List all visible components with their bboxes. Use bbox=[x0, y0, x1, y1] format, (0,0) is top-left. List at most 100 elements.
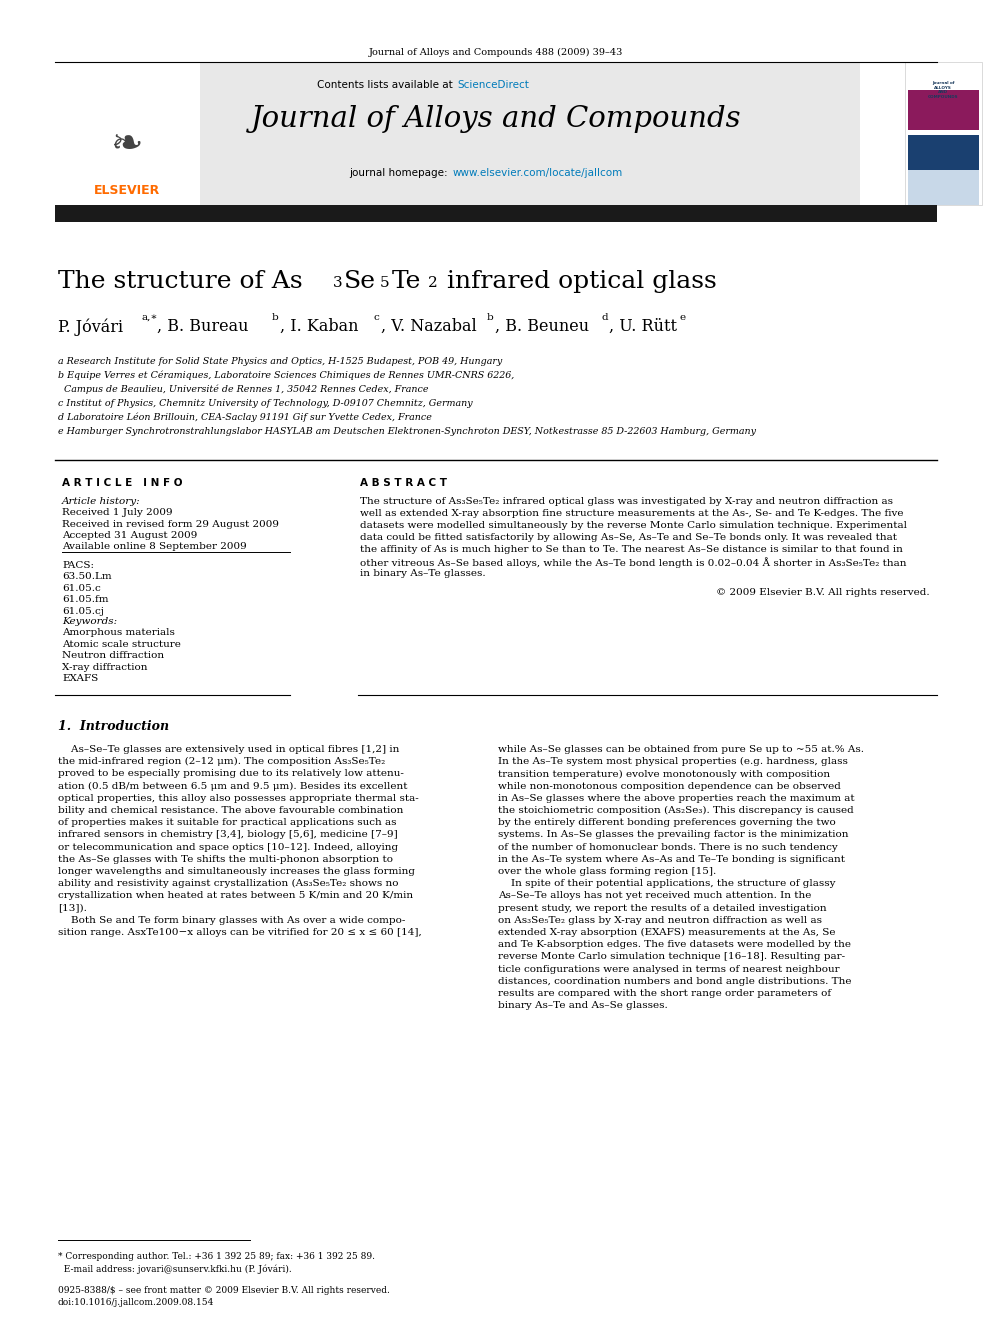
Text: while non-monotonous composition dependence can be observed: while non-monotonous composition depende… bbox=[498, 782, 841, 791]
Text: systems. In As–Se glasses the prevailing factor is the minimization: systems. In As–Se glasses the prevailing… bbox=[498, 831, 848, 839]
Text: The structure of As: The structure of As bbox=[58, 270, 303, 292]
Text: b: b bbox=[487, 314, 494, 321]
Text: 61.05.c: 61.05.c bbox=[62, 583, 101, 593]
Text: A R T I C L E   I N F O: A R T I C L E I N F O bbox=[62, 478, 183, 488]
Text: Available online 8 September 2009: Available online 8 September 2009 bbox=[62, 542, 247, 552]
Text: b Equipe Verres et Céramiques, Laboratoire Sciences Chimiques de Rennes UMR-CNRS: b Equipe Verres et Céramiques, Laboratoi… bbox=[58, 370, 514, 381]
Text: P. Jóvári: P. Jóvári bbox=[58, 318, 123, 336]
Text: , V. Nazabal: , V. Nazabal bbox=[381, 318, 477, 335]
Text: Se: Se bbox=[344, 270, 376, 292]
Text: X-ray diffraction: X-ray diffraction bbox=[62, 663, 148, 672]
Text: by the entirely different bonding preferences governing the two: by the entirely different bonding prefer… bbox=[498, 818, 835, 827]
Text: distances, coordination numbers and bond angle distributions. The: distances, coordination numbers and bond… bbox=[498, 976, 851, 986]
Text: proved to be especially promising due to its relatively low attenu-: proved to be especially promising due to… bbox=[58, 770, 404, 778]
Text: ability and resistivity against crystallization (As₃Se₅Te₂ shows no: ability and resistivity against crystall… bbox=[58, 880, 399, 888]
Text: The structure of As₃Se₅Te₂ infrared optical glass was investigated by X-ray and : The structure of As₃Se₅Te₂ infrared opti… bbox=[360, 497, 893, 505]
Text: Both Se and Te form binary glasses with As over a wide compo-: Both Se and Te form binary glasses with … bbox=[58, 916, 406, 925]
Text: d: d bbox=[601, 314, 608, 321]
Text: In spite of their potential applications, the structure of glassy: In spite of their potential applications… bbox=[498, 880, 835, 888]
Text: * Corresponding author. Tel.: +36 1 392 25 89; fax: +36 1 392 25 89.: * Corresponding author. Tel.: +36 1 392 … bbox=[58, 1252, 375, 1261]
Text: datasets were modelled simultaneously by the reverse Monte Carlo simulation tech: datasets were modelled simultaneously by… bbox=[360, 521, 907, 531]
Text: e Hamburger Synchrotronstrahlungslabor HASYLAB am Deutschen Elektronen-Synchroto: e Hamburger Synchrotronstrahlungslabor H… bbox=[58, 427, 756, 437]
Text: 1.  Introduction: 1. Introduction bbox=[58, 720, 169, 733]
Text: b: b bbox=[272, 314, 279, 321]
Text: 61.05.cj: 61.05.cj bbox=[62, 606, 104, 615]
Text: the mid-infrared region (2–12 μm). The composition As₃Se₅Te₂: the mid-infrared region (2–12 μm). The c… bbox=[58, 757, 385, 766]
Text: in binary As–Te glasses.: in binary As–Te glasses. bbox=[360, 569, 486, 578]
Text: the stoichiometric composition (As₂Se₃). This discrepancy is caused: the stoichiometric composition (As₂Se₃).… bbox=[498, 806, 854, 815]
Text: 5: 5 bbox=[380, 277, 390, 290]
Text: well as extended X-ray absorption fine structure measurements at the As-, Se- an: well as extended X-ray absorption fine s… bbox=[360, 509, 904, 519]
Text: and Te K-absorption edges. The five datasets were modelled by the: and Te K-absorption edges. The five data… bbox=[498, 941, 851, 949]
Text: Journal of Alloys and Compounds 488 (2009) 39–43: Journal of Alloys and Compounds 488 (200… bbox=[369, 48, 623, 57]
Text: doi:10.1016/j.jallcom.2009.08.154: doi:10.1016/j.jallcom.2009.08.154 bbox=[58, 1298, 214, 1307]
Text: a Research Institute for Solid State Physics and Optics, H-1525 Budapest, POB 49: a Research Institute for Solid State Phy… bbox=[58, 357, 502, 366]
Text: infrared sensors in chemistry [3,4], biology [5,6], medicine [7–9]: infrared sensors in chemistry [3,4], bio… bbox=[58, 831, 398, 839]
Text: c Institut of Physics, Chemnitz University of Technology, D-09107 Chemnitz, Germ: c Institut of Physics, Chemnitz Universi… bbox=[58, 400, 472, 407]
Text: E-mail address: jovari@sunserv.kfki.hu (P. Jóvári).: E-mail address: jovari@sunserv.kfki.hu (… bbox=[58, 1263, 292, 1274]
Text: results are compared with the short range order parameters of: results are compared with the short rang… bbox=[498, 990, 831, 998]
Text: over the whole glass forming region [15].: over the whole glass forming region [15]… bbox=[498, 867, 716, 876]
Text: , B. Beuneu: , B. Beuneu bbox=[495, 318, 589, 335]
Text: extended X-ray absorption (EXAFS) measurements at the As, Se: extended X-ray absorption (EXAFS) measur… bbox=[498, 927, 835, 937]
Text: As–Se–Te glasses are extensively used in optical fibres [1,2] in: As–Se–Te glasses are extensively used in… bbox=[58, 745, 400, 754]
Text: Contents lists available at: Contents lists available at bbox=[317, 79, 456, 90]
Bar bbox=[908, 135, 979, 169]
Text: A B S T R A C T: A B S T R A C T bbox=[360, 478, 447, 488]
Text: bility and chemical resistance. The above favourable combination: bility and chemical resistance. The abov… bbox=[58, 806, 404, 815]
Text: , B. Bureau: , B. Bureau bbox=[157, 318, 249, 335]
Text: ScienceDirect: ScienceDirect bbox=[457, 79, 529, 90]
Text: ELSEVIER: ELSEVIER bbox=[94, 184, 160, 197]
Text: Received in revised form 29 August 2009: Received in revised form 29 August 2009 bbox=[62, 520, 279, 528]
Text: Article history:: Article history: bbox=[62, 497, 141, 505]
Text: or telecommunication and space optics [10–12]. Indeed, alloying: or telecommunication and space optics [1… bbox=[58, 843, 398, 852]
Text: ticle configurations were analysed in terms of nearest neighbour: ticle configurations were analysed in te… bbox=[498, 964, 839, 974]
Text: other vitreous As–Se based alloys, while the As–Te bond length is 0.02–0.04 Å sh: other vitreous As–Se based alloys, while… bbox=[360, 557, 907, 568]
Bar bbox=[908, 90, 979, 130]
Text: 63.50.Lm: 63.50.Lm bbox=[62, 572, 112, 581]
Text: infrared optical glass: infrared optical glass bbox=[439, 270, 717, 292]
Text: PACS:: PACS: bbox=[62, 561, 94, 570]
Text: crystallization when heated at rates between 5 K/min and 20 K/min: crystallization when heated at rates bet… bbox=[58, 892, 413, 901]
Text: d Laboratoire Léon Brillouin, CEA-Saclay 91191 Gif sur Yvette Cedex, France: d Laboratoire Léon Brillouin, CEA-Saclay… bbox=[58, 413, 432, 422]
Text: binary As–Te and As–Se glasses.: binary As–Te and As–Se glasses. bbox=[498, 1002, 668, 1011]
Text: Atomic scale structure: Atomic scale structure bbox=[62, 639, 181, 648]
Text: Journal of Alloys and Compounds: Journal of Alloys and Compounds bbox=[251, 105, 741, 134]
Text: ❧: ❧ bbox=[111, 126, 143, 164]
Bar bbox=[55, 62, 200, 205]
Text: data could be fitted satisfactorily by allowing As–Se, As–Te and Se–Te bonds onl: data could be fitted satisfactorily by a… bbox=[360, 533, 897, 542]
Text: , U. Rütt: , U. Rütt bbox=[609, 318, 677, 335]
Text: ation (0.5 dB/m between 6.5 μm and 9.5 μm). Besides its excellent: ation (0.5 dB/m between 6.5 μm and 9.5 μ… bbox=[58, 782, 408, 791]
Text: the affinity of As is much higher to Se than to Te. The nearest As–Se distance i: the affinity of As is much higher to Se … bbox=[360, 545, 903, 554]
Text: 2: 2 bbox=[428, 277, 437, 290]
Text: As–Se–Te alloys has not yet received much attention. In the: As–Se–Te alloys has not yet received muc… bbox=[498, 892, 811, 901]
Text: Amorphous materials: Amorphous materials bbox=[62, 628, 175, 636]
Text: journal homepage:: journal homepage: bbox=[349, 168, 451, 179]
Text: [13]).: [13]). bbox=[58, 904, 87, 913]
Text: www.elsevier.com/locate/jallcom: www.elsevier.com/locate/jallcom bbox=[452, 168, 623, 179]
Bar bbox=[905, 62, 982, 205]
Text: reverse Monte Carlo simulation technique [16–18]. Resulting par-: reverse Monte Carlo simulation technique… bbox=[498, 953, 845, 962]
Text: Te: Te bbox=[392, 270, 422, 292]
Text: of the number of homonuclear bonds. There is no such tendency: of the number of homonuclear bonds. Ther… bbox=[498, 843, 838, 852]
Text: Journal of
ALLOYS
AND
COMPOUNDS: Journal of ALLOYS AND COMPOUNDS bbox=[928, 81, 958, 99]
Text: a,∗: a,∗ bbox=[141, 314, 158, 321]
Text: sition range. AsxTe100−x alloys can be vitrified for 20 ≤ x ≤ 60 [14],: sition range. AsxTe100−x alloys can be v… bbox=[58, 927, 422, 937]
Text: In the As–Te system most physical properties (e.g. hardness, glass: In the As–Te system most physical proper… bbox=[498, 757, 848, 766]
Text: EXAFS: EXAFS bbox=[62, 673, 98, 683]
Bar bbox=[55, 205, 937, 222]
Text: while As–Se glasses can be obtained from pure Se up to ~55 at.% As.: while As–Se glasses can be obtained from… bbox=[498, 745, 864, 754]
Text: Campus de Beaulieu, Université de Rennes 1, 35042 Rennes Cedex, France: Campus de Beaulieu, Université de Rennes… bbox=[58, 385, 429, 394]
Text: in As–Se glasses where the above properties reach the maximum at: in As–Se glasses where the above propert… bbox=[498, 794, 855, 803]
Text: , I. Kaban: , I. Kaban bbox=[280, 318, 358, 335]
Bar bbox=[65, 62, 860, 205]
Text: of properties makes it suitable for practical applications such as: of properties makes it suitable for prac… bbox=[58, 818, 397, 827]
Text: 3: 3 bbox=[333, 277, 342, 290]
Text: © 2009 Elsevier B.V. All rights reserved.: © 2009 Elsevier B.V. All rights reserved… bbox=[716, 587, 930, 597]
Text: c: c bbox=[373, 314, 379, 321]
Text: on As₃Se₅Te₂ glass by X-ray and neutron diffraction as well as: on As₃Se₅Te₂ glass by X-ray and neutron … bbox=[498, 916, 822, 925]
Text: the As–Se glasses with Te shifts the multi-phonon absorption to: the As–Se glasses with Te shifts the mul… bbox=[58, 855, 393, 864]
Text: Accepted 31 August 2009: Accepted 31 August 2009 bbox=[62, 531, 197, 540]
Text: Received 1 July 2009: Received 1 July 2009 bbox=[62, 508, 173, 517]
Text: 0925-8388/$ – see front matter © 2009 Elsevier B.V. All rights reserved.: 0925-8388/$ – see front matter © 2009 El… bbox=[58, 1286, 390, 1295]
